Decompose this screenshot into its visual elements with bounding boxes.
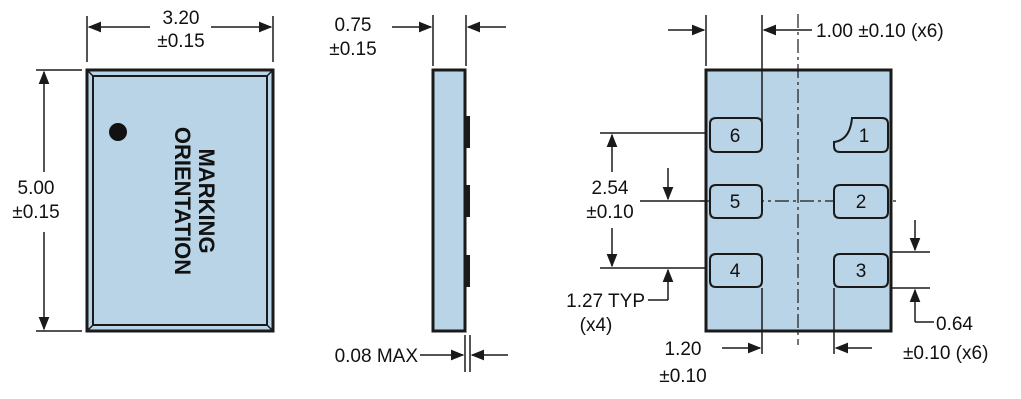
package-side-body [431, 68, 467, 333]
package-top-face [92, 75, 268, 326]
height-tolerance: ±0.15 [12, 202, 59, 223]
bevel-bl [86, 324, 94, 332]
bevel-tr [266, 69, 274, 77]
pad-height-tolerance: ±0.10 (x6) [903, 343, 988, 364]
side-terminal [465, 116, 470, 148]
pad-4 [709, 253, 763, 288]
pad-2 [833, 184, 889, 219]
pitch-value: 2.54 [592, 178, 629, 199]
edge-value: 1.20 [665, 339, 702, 360]
pitch-tolerance: ±0.10 [586, 202, 633, 223]
pad-2-label: 2 [856, 192, 867, 213]
width-value: 3.20 [163, 8, 200, 29]
pad-3-label: 3 [856, 261, 867, 282]
typ-spacing-label: 1.27 TYP [566, 291, 645, 312]
top-view: 3.20 ±0.15 5.00 ±0.15 MARKING ORIENTATIO… [12, 8, 275, 333]
thickness-tolerance: ±0.15 [329, 39, 376, 60]
marking-text-line1: MARKING [194, 148, 219, 253]
side-view: 0.75 ±0.15 0.08 MAX [329, 15, 508, 372]
standoff-label: 0.08 MAX [335, 346, 419, 367]
pad-1-label: 1 [859, 126, 870, 147]
pin1-dot-icon [109, 123, 127, 141]
pad-4-label: 4 [730, 261, 741, 282]
pad-5 [709, 184, 763, 219]
thickness-value: 0.75 [335, 15, 372, 36]
pad-6 [709, 117, 763, 153]
bevel-tl [86, 69, 94, 77]
side-terminal [465, 185, 470, 217]
typ-count-label: (x4) [580, 315, 613, 336]
bottom-view: 1.00 ±0.10 (x6) 6 5 4 1 2 3 2.54 ±0.10 1… [566, 14, 988, 387]
pad-6-label: 6 [730, 126, 741, 147]
side-terminal [465, 255, 470, 287]
width-tolerance: ±0.15 [157, 31, 204, 52]
pad-1 [833, 117, 889, 153]
pad-height-value: 0.64 [936, 314, 973, 335]
pad-width-label: 1.00 ±0.10 (x6) [816, 21, 944, 42]
edge-tolerance: ±0.10 [659, 366, 706, 387]
bevel-br [266, 324, 274, 332]
marking-text-line2: ORIENTATION [170, 127, 195, 275]
pad-3 [833, 253, 889, 288]
height-value: 5.00 [18, 178, 55, 199]
pad-5-label: 5 [730, 192, 741, 213]
